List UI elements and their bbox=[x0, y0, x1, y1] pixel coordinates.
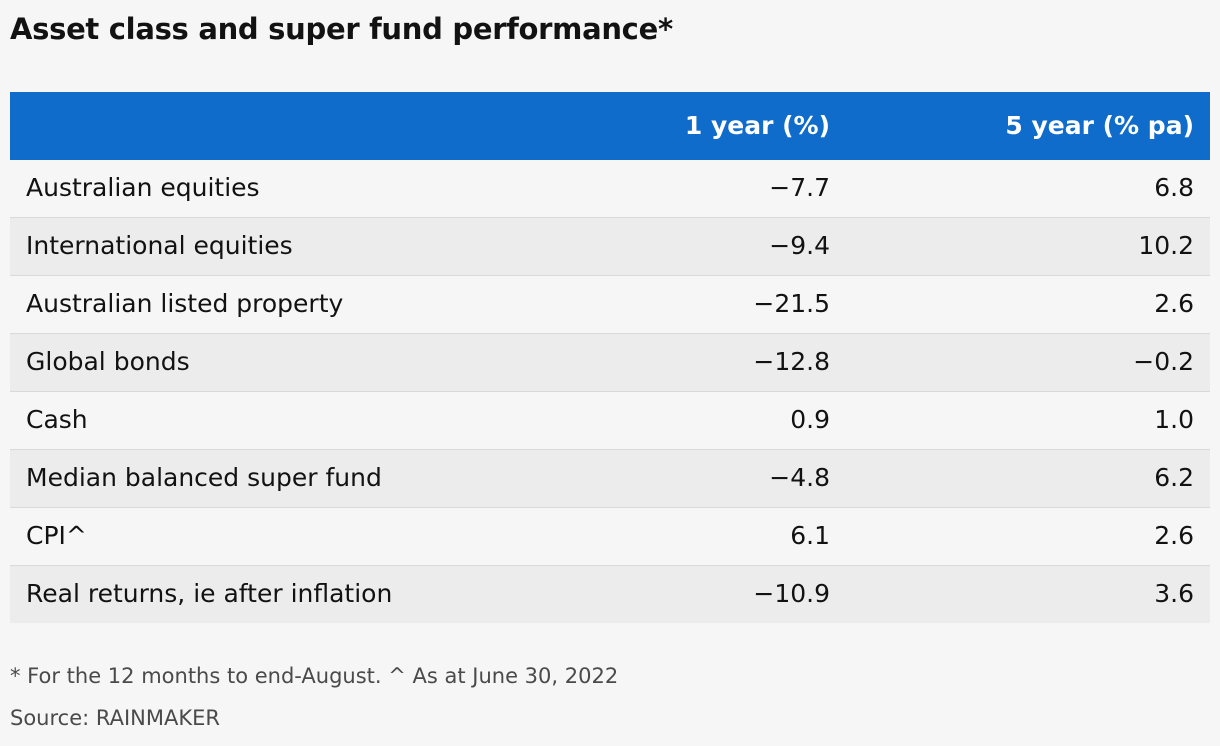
one-year-value: −21.5 bbox=[753, 289, 830, 318]
row-label: International equities bbox=[26, 231, 293, 260]
five-year-value: −0.2 bbox=[1133, 347, 1194, 376]
column-header-5-year: 5 year (% pa) bbox=[1005, 111, 1194, 140]
table-row: CPI^ 6.1 2.6 bbox=[10, 508, 1210, 566]
five-year-value: 6.8 bbox=[1154, 173, 1194, 202]
table-row: International equities −9.4 10.2 bbox=[10, 218, 1210, 276]
table-row: Median balanced super fund −4.8 6.2 bbox=[10, 450, 1210, 508]
five-year-value: 1.0 bbox=[1154, 405, 1194, 434]
five-year-value: 3.6 bbox=[1154, 579, 1194, 608]
five-year-value: 10.2 bbox=[1138, 231, 1194, 260]
performance-table: 1 year (%) 5 year (% pa) Australian equi… bbox=[10, 92, 1210, 623]
table-header: 1 year (%) 5 year (% pa) bbox=[10, 92, 1210, 160]
table-body: Australian equities −7.7 6.8 International … bbox=[10, 160, 1210, 623]
table-row: Australian equities −7.7 6.8 bbox=[10, 160, 1210, 218]
one-year-value: 6.1 bbox=[790, 521, 830, 550]
five-year-value: 6.2 bbox=[1154, 463, 1194, 492]
chart-title: Asset class and super fund performance* bbox=[10, 12, 673, 46]
source-note: Source: RAINMAKER bbox=[10, 706, 220, 730]
column-header-1-year: 1 year (%) bbox=[684, 111, 830, 140]
one-year-value: −12.8 bbox=[753, 347, 830, 376]
one-year-value: −10.9 bbox=[753, 579, 830, 608]
five-year-value: 2.6 bbox=[1154, 289, 1194, 318]
one-year-value: 0.9 bbox=[790, 405, 830, 434]
table-row: Real returns, ie after inflation −10.9 3.6 bbox=[10, 566, 1210, 623]
row-label: Median balanced super fund bbox=[26, 463, 382, 492]
row-label: Cash bbox=[26, 405, 88, 434]
row-label: Real returns, ie after inflation bbox=[26, 579, 393, 608]
table-row: Global bonds −12.8 −0.2 bbox=[10, 334, 1210, 392]
row-label: Australian listed property bbox=[26, 289, 344, 318]
one-year-value: −7.7 bbox=[769, 173, 830, 202]
row-label: Global bonds bbox=[26, 347, 190, 376]
one-year-value: −9.4 bbox=[769, 231, 830, 260]
row-label: CPI^ bbox=[26, 521, 87, 550]
table-row: Cash 0.9 1.0 bbox=[10, 392, 1210, 450]
one-year-value: −4.8 bbox=[769, 463, 830, 492]
five-year-value: 2.6 bbox=[1154, 521, 1194, 550]
footnote: * For the 12 months to end-August. ^ As … bbox=[10, 664, 619, 688]
row-label: Australian equities bbox=[26, 173, 260, 202]
table-row: Australian listed property −21.5 2.6 bbox=[10, 276, 1210, 334]
